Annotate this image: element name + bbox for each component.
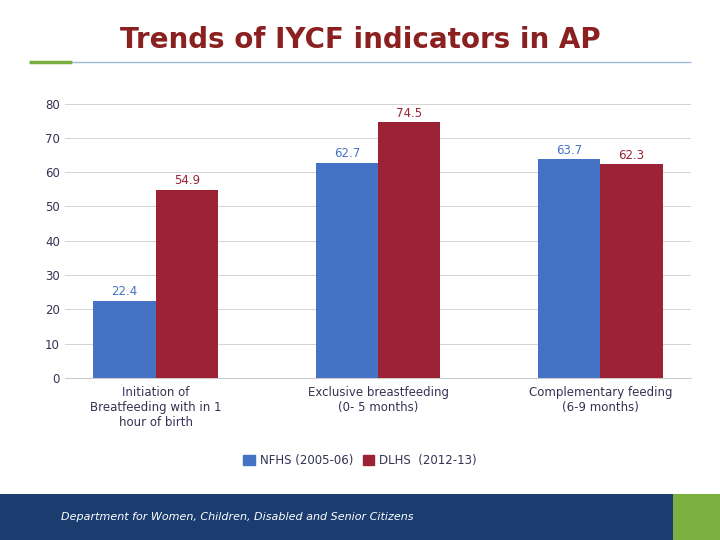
Bar xyxy=(378,123,441,378)
Text: 54.9: 54.9 xyxy=(174,174,199,187)
Bar xyxy=(600,164,662,378)
Text: 62.3: 62.3 xyxy=(618,148,644,161)
Bar xyxy=(94,301,156,378)
Bar xyxy=(315,163,378,378)
Text: Trends of IYCF indicators in AP: Trends of IYCF indicators in AP xyxy=(120,26,600,55)
Text: 74.5: 74.5 xyxy=(396,107,422,120)
Text: Department for Women, Children, Disabled and Senior Citizens: Department for Women, Children, Disabled… xyxy=(60,512,413,522)
Text: 22.4: 22.4 xyxy=(112,286,138,299)
Legend: NFHS (2005-06), DLHS  (2012-13): NFHS (2005-06), DLHS (2012-13) xyxy=(238,450,482,472)
Text: 63.7: 63.7 xyxy=(557,144,582,157)
Bar xyxy=(156,190,218,378)
Bar xyxy=(538,159,600,378)
Text: 62.7: 62.7 xyxy=(334,147,360,160)
